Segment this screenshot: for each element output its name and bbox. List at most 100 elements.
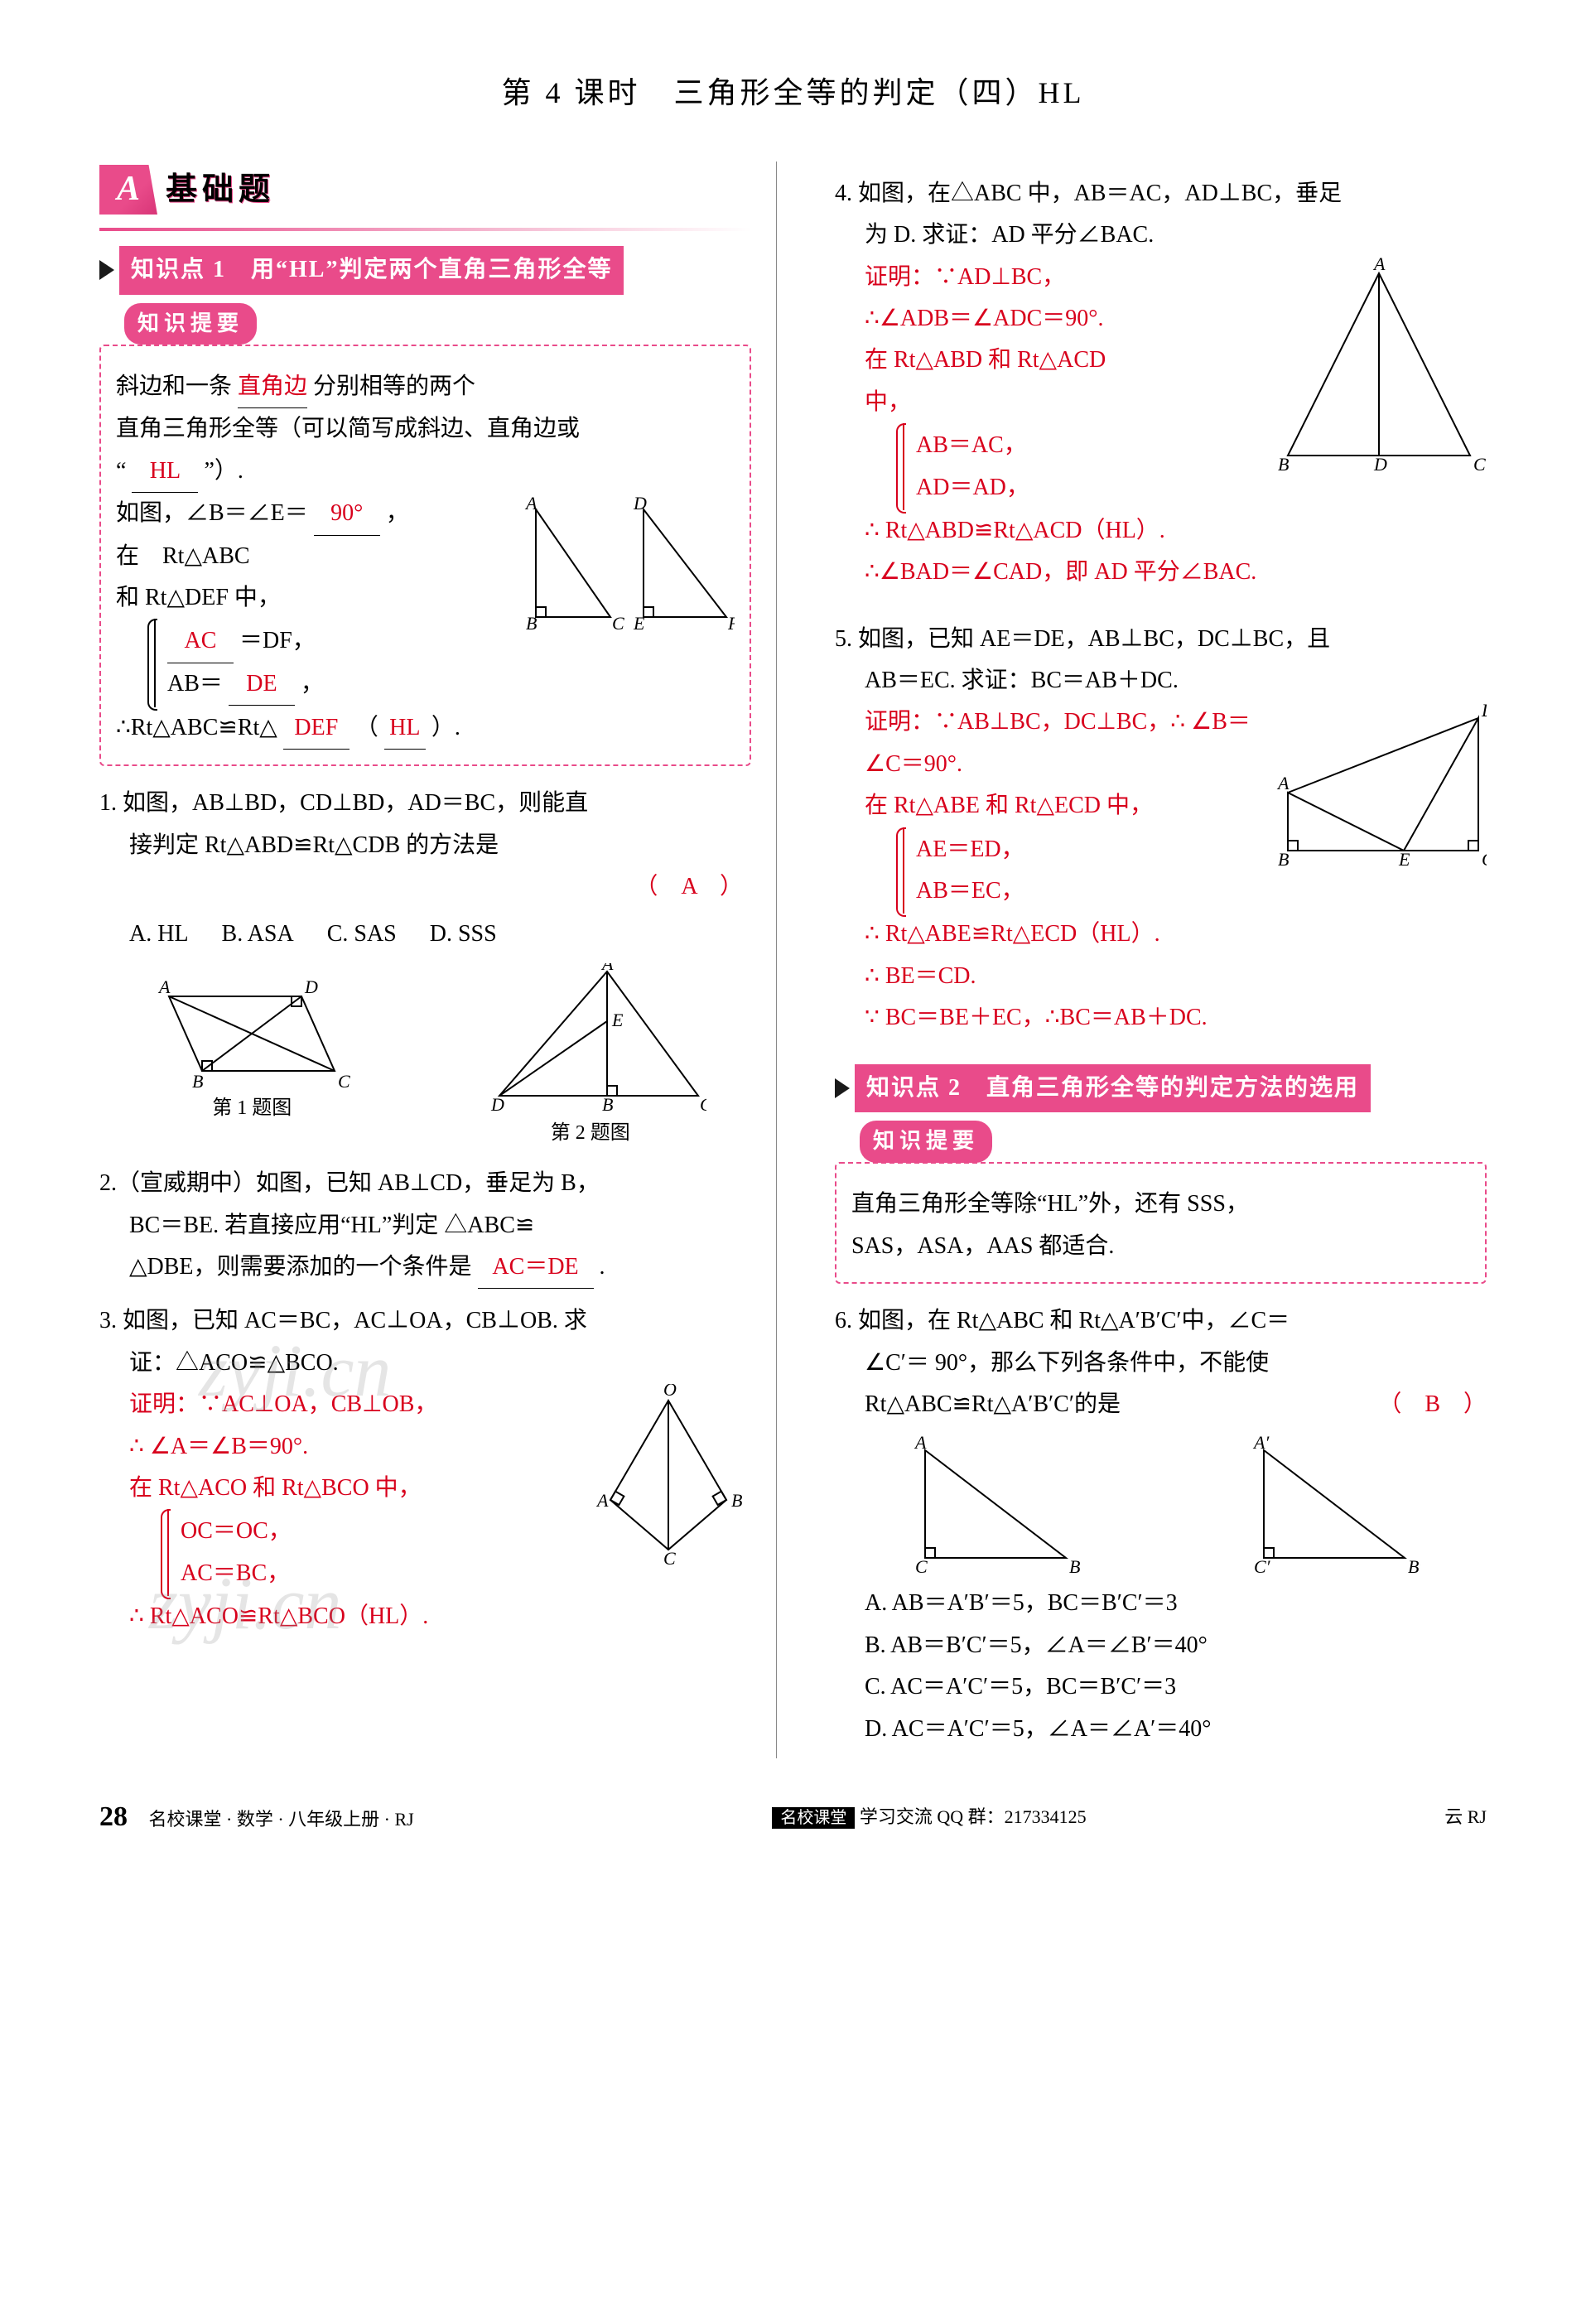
svg-text:A: A <box>1372 257 1386 274</box>
text: 如图，∠B＝∠E＝ <box>116 500 308 526</box>
q4-p3: 在 Rt△ABD 和 Rt△ACD <box>865 340 1263 381</box>
svg-text:C′: C′ <box>1254 1556 1271 1574</box>
q4-p2: ∴∠ADB＝∠ADC＝90°. <box>865 298 1263 340</box>
svg-text:B′: B′ <box>1408 1556 1421 1574</box>
svg-text:D: D <box>1373 454 1387 472</box>
q1-options: A. HL B. ASA C. SAS D. SSS <box>99 914 751 955</box>
blank-1: 直角边 <box>238 366 307 408</box>
q5-p2: 在 Rt△ABE 和 Rt△ECD 中， <box>865 785 1263 827</box>
q3-b1: OC＝OC， <box>181 1511 577 1552</box>
svg-text:C: C <box>915 1556 928 1574</box>
q6-stem2: ∠C′＝ 90°，那么下列各条件中，不能使 <box>835 1343 1487 1384</box>
q4-b2: AD＝AD， <box>916 467 1263 509</box>
svg-text:B: B <box>1278 454 1289 472</box>
svg-text:B: B <box>602 1094 613 1112</box>
q6-figures: A C B A′ C′ B′ <box>835 1434 1487 1574</box>
svg-text:C: C <box>700 1094 706 1112</box>
q1-answer: （ A ） <box>99 866 751 908</box>
text: 分别相等的两个 <box>313 374 475 399</box>
text: “ <box>116 458 126 484</box>
section-a-header: A 基础题 <box>99 162 751 218</box>
svg-text:C: C <box>338 1071 350 1087</box>
tip2-l2: SAS，ASA，AAS 都适合. <box>851 1226 1470 1267</box>
q4-stem1: 4. 如图，在△ABC 中，AB＝AC，AD⊥BC，垂足 <box>835 173 1487 215</box>
kpoint2-label: 知识点 2 直角三角形全等的判定方法的选用 <box>855 1064 1371 1112</box>
q4-p4: 中， <box>865 382 1263 423</box>
q2-caption: 第 2 题图 <box>475 1116 706 1151</box>
svg-text:D: D <box>304 976 318 997</box>
q5-p1: 证明：∵AB⊥BC，DC⊥BC，∴ ∠B＝∠C＝90°. <box>865 702 1263 785</box>
q6-fig-left: A C B <box>900 1434 1082 1574</box>
q1-caption: 第 1 题图 <box>144 1091 359 1126</box>
q5-p5: ∵ BC＝BE＋EC，∴BC＝AB＋DC. <box>865 997 1263 1039</box>
svg-text:B: B <box>731 1490 742 1511</box>
q2-blank: AC＝DE <box>478 1246 594 1289</box>
text: ， <box>386 500 409 526</box>
svg-text:B: B <box>192 1071 203 1087</box>
blank-5: HL <box>384 707 426 750</box>
svg-text:C: C <box>1473 454 1486 472</box>
triangle-icon <box>835 1078 850 1098</box>
brace: AC ＝DF， AB＝ DE ， <box>154 619 511 707</box>
two-column-layout: A 基础题 知识点 1 用“HL”判定两个直角三角形全等 知识提要 斜边和一条 … <box>99 162 1487 1758</box>
text: ＝DF， <box>239 628 316 653</box>
q4-b1: AB＝AC， <box>916 425 1263 466</box>
opt-a: A. HL <box>129 914 189 955</box>
svg-text:A: A <box>595 1490 609 1511</box>
q3-b2: AC＝BC， <box>181 1553 577 1594</box>
svg-text:E: E <box>1398 849 1410 867</box>
svg-text:C: C <box>612 613 624 634</box>
text: AB＝ <box>167 671 223 697</box>
figure-row: A D B C 第 1 题图 <box>99 963 751 1151</box>
problem-1: 1. 如图，AB⊥BD，CD⊥BD，AD＝BC，则能直 接判定 Rt△ABD≌R… <box>99 783 751 1151</box>
svg-text:O: O <box>663 1384 677 1400</box>
q4-brace: AB＝AC， AD＝AD， <box>903 423 1263 510</box>
svg-text:A: A <box>157 976 171 997</box>
knowledge-point-1: 知识点 1 用“HL”判定两个直角三角形全等 <box>99 246 751 294</box>
q2-stem3b: . <box>600 1254 605 1280</box>
tip-badge: 知识提要 <box>860 1121 992 1163</box>
problem-2: 2.（宣威期中）如图，已知 AB⊥CD，垂足为 B， BC＝BE. 若直接应用“… <box>99 1163 751 1289</box>
svg-text:C: C <box>663 1548 676 1566</box>
q5-p4: ∴ BE＝CD. <box>865 956 1263 997</box>
blank-2: HL <box>132 451 198 493</box>
svg-text:A: A <box>914 1434 927 1453</box>
right-column: 4. 如图，在△ABC 中，AB＝AC，AD⊥BC，垂足 为 D. 求证：AD … <box>818 162 1487 1758</box>
footer: 28 名校课堂 · 数学 · 八年级上册 · RJ 名校课堂 学习交流 QQ 群… <box>99 1791 1487 1842</box>
q4-p5: ∴ Rt△ABD≌Rt△ACD（HL）. <box>835 510 1487 552</box>
svg-text:B: B <box>1069 1556 1080 1574</box>
svg-text:E: E <box>611 1010 624 1030</box>
q5-stem1: 5. 如图，已知 AE＝DE，AB⊥BC，DC⊥BC，且 <box>835 619 1487 660</box>
svg-text:A: A <box>1276 773 1290 793</box>
blank-4: DEF <box>283 707 349 750</box>
blank: DE <box>229 663 295 706</box>
svg-text:E: E <box>633 613 645 634</box>
q2-stem2: BC＝BE. 若直接应用“HL”判定 △ABC≌ <box>99 1205 751 1246</box>
q5-figure: AD BEC <box>1271 702 1487 867</box>
page-number: 28 <box>99 1801 128 1832</box>
q4-stem2: 为 D. 求证：AD 平分∠BAC. <box>835 215 1487 256</box>
tip-badge: 知识提要 <box>124 303 257 345</box>
q5-b2: AB＝EC， <box>916 870 1263 912</box>
svg-text:D: D <box>1481 702 1487 721</box>
q1-figure: A D B C <box>144 963 359 1087</box>
q4-p1: 证明：∵AD⊥BC， <box>865 257 1263 298</box>
q5-p3: ∴ Rt△ABE≌Rt△ECD（HL）. <box>865 914 1263 955</box>
left-column: A 基础题 知识点 1 用“HL”判定两个直角三角形全等 知识提要 斜边和一条 … <box>99 162 777 1758</box>
q3-p1: 证明：∵AC⊥OA，CB⊥OB， <box>129 1384 577 1425</box>
footer-left: 名校课堂 · 数学 · 八年级上册 · RJ <box>149 1809 414 1830</box>
knowledge-point-2: 知识点 2 直角三角形全等的判定方法的选用 <box>835 1064 1487 1112</box>
q3-figure: O A B C <box>586 1384 751 1566</box>
text: 和 Rt△DEF 中， <box>116 577 511 619</box>
kpoint1-label: 知识点 1 用“HL”判定两个直角三角形全等 <box>119 246 624 294</box>
problem-6: 6. 如图，在 Rt△ABC 和 Rt△A′B′C′中，∠C＝ ∠C′＝ 90°… <box>835 1300 1487 1750</box>
problem-3: 3. 如图，已知 AC＝BC，AC⊥OA，CB⊥OB. 求 证：△ACO≌△BC… <box>99 1300 751 1637</box>
tip-box-2: 直角三角形全等除“HL”外，还有 SSS， SAS，ASA，AAS 都适合. <box>835 1162 1487 1284</box>
opt-b: B. ASA <box>222 914 294 955</box>
q6-optB: B. AB＝B′C′＝5，∠A＝∠B′＝40° <box>835 1625 1487 1666</box>
q6-stem3: Rt△ABC≌Rt△A′B′C′的是 <box>865 1384 1121 1425</box>
q2-figure: AE DBC <box>475 963 706 1112</box>
q3-p4: ∴ Rt△ACO≌Rt△BCO（HL）. <box>129 1596 577 1637</box>
svg-text:A′: A′ <box>1252 1434 1270 1453</box>
q6-optD: D. AC＝A′C′＝5，∠A＝∠A′＝40° <box>835 1709 1487 1750</box>
